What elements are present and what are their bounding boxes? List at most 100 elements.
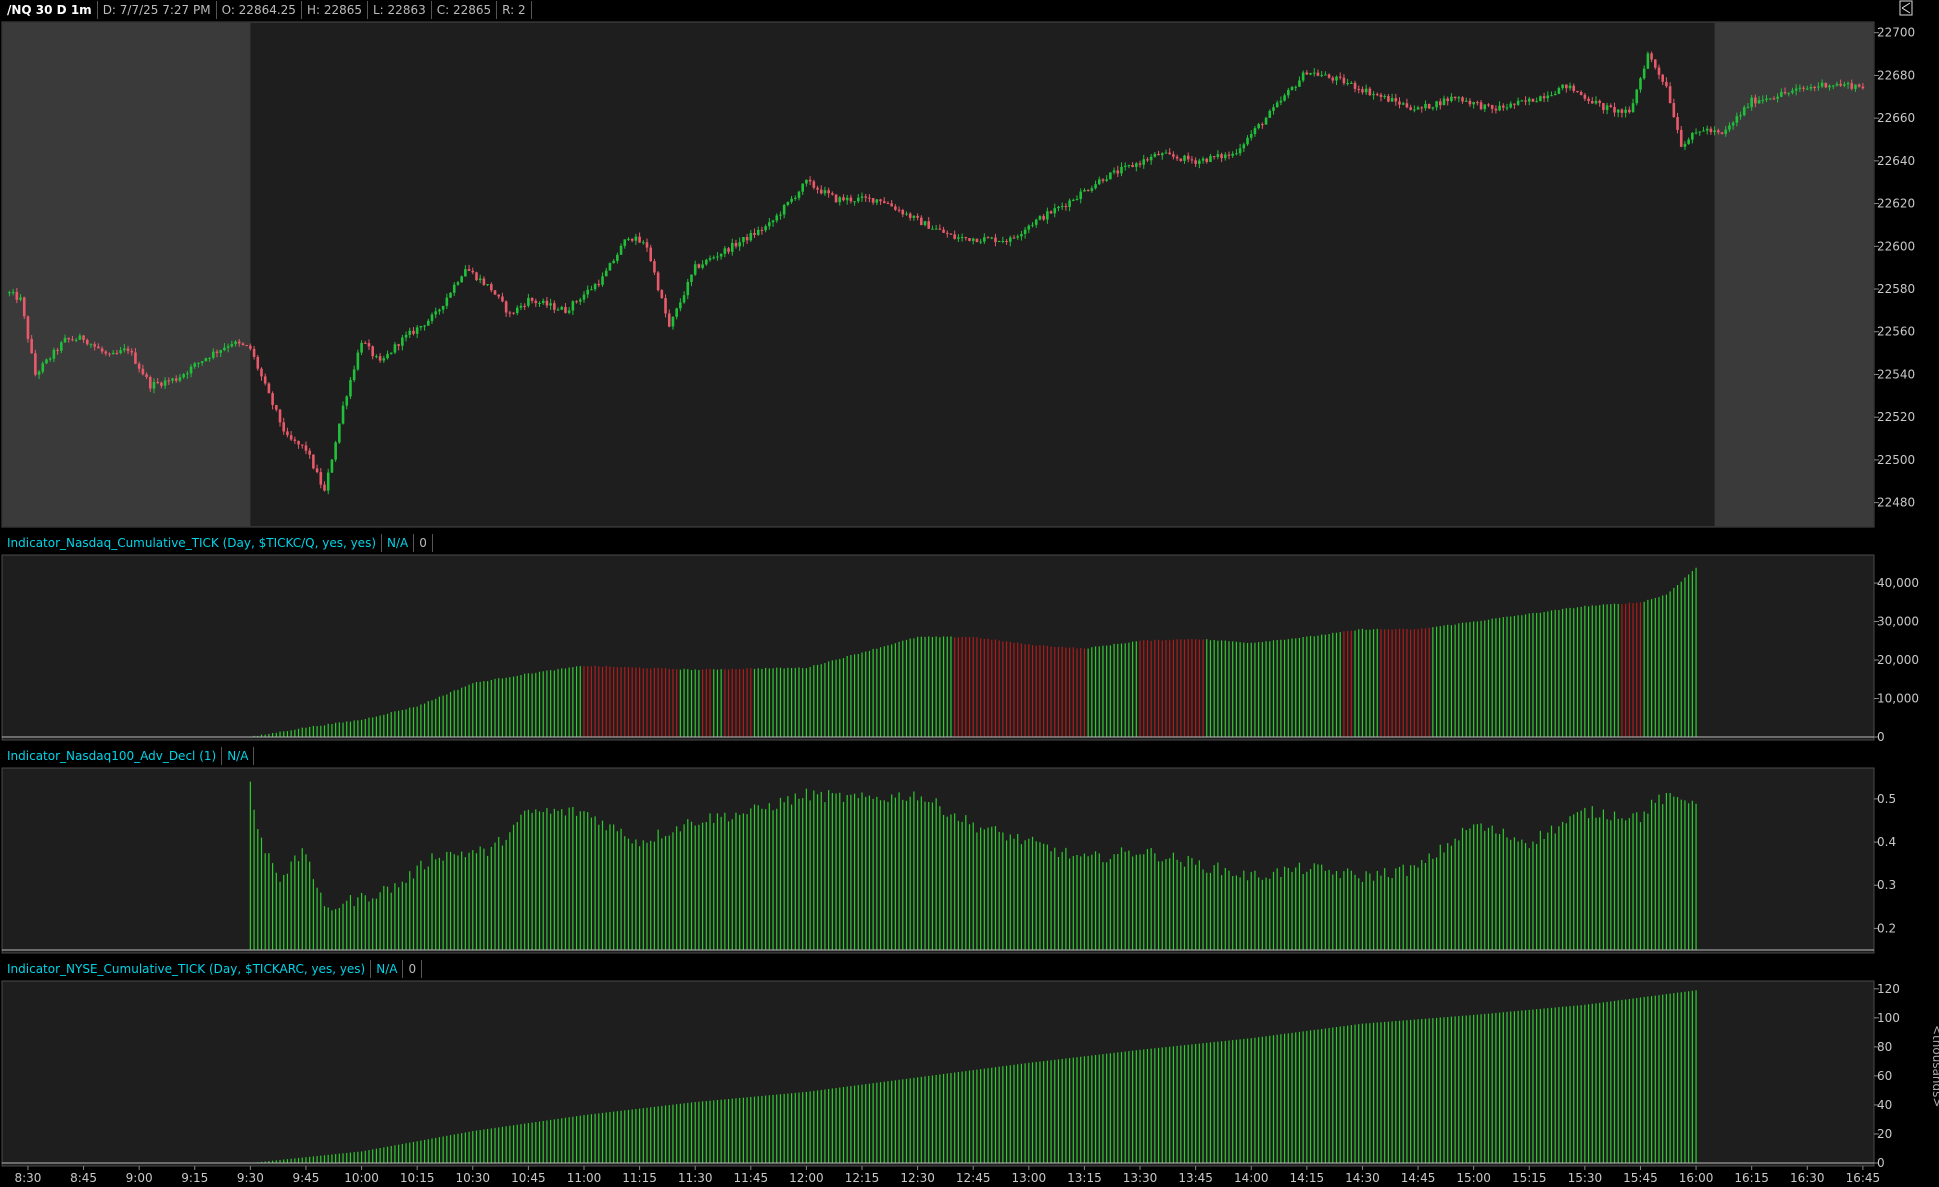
candle-body	[1424, 103, 1427, 109]
candle-body	[1398, 101, 1401, 105]
candle-body	[278, 409, 282, 423]
high-value: H: 22865	[302, 1, 368, 19]
candle-body	[1613, 106, 1616, 113]
candle-body	[868, 197, 871, 199]
candle-body	[701, 264, 704, 268]
x-tick-label: 11:45	[734, 1171, 769, 1185]
candle-body	[249, 345, 252, 349]
candle-body	[34, 353, 37, 375]
candle-body	[1720, 132, 1724, 134]
candle-body	[593, 284, 597, 290]
symbol-header: /NQ 30 D 1m D: 7/7/25 7:27 PM O: 22864.2…	[2, 0, 532, 20]
candle-body	[1802, 87, 1805, 89]
candle-body	[501, 296, 504, 302]
candle-body	[1420, 107, 1424, 109]
candle-body	[1316, 72, 1320, 76]
nasdaq-cum-tick-value: N/A	[382, 534, 415, 552]
candle-body	[438, 309, 441, 312]
candle-body	[849, 197, 853, 202]
candle-body	[360, 342, 363, 353]
candle-body	[627, 238, 630, 240]
candle-body	[478, 278, 482, 281]
candle-body	[1261, 124, 1264, 126]
open-value: O: 22864.25	[217, 1, 302, 19]
expand-icon[interactable]	[1899, 0, 1915, 18]
candle-body	[178, 377, 182, 381]
candle-body	[1657, 67, 1661, 75]
candle-body	[386, 353, 389, 359]
candle-body	[263, 376, 267, 384]
candle-body	[245, 345, 248, 347]
candle-body	[1075, 199, 1079, 201]
candle-body	[1194, 160, 1197, 164]
candle-body	[1713, 130, 1716, 133]
candle-body	[805, 179, 808, 184]
candle-body	[771, 220, 775, 223]
candle-body	[1731, 122, 1735, 126]
candle-body	[871, 198, 875, 203]
nyse-cum-tick-value: N/A	[371, 960, 404, 978]
candle-body	[430, 314, 434, 321]
candle-body	[467, 269, 471, 271]
candle-body	[163, 380, 167, 386]
candle-body	[137, 363, 141, 369]
candle-body	[482, 278, 486, 285]
candle-body	[1739, 115, 1742, 117]
candle-body	[719, 253, 723, 257]
candle-body	[827, 190, 830, 194]
nasdaq-cum-tick-label[interactable]: Indicator_Nasdaq_Cumulative_TICK (Day, $…	[2, 534, 382, 552]
bar-date: D: 7/7/25 7:27 PM	[98, 1, 217, 19]
candle-body	[449, 292, 452, 298]
candle-body	[1298, 80, 1301, 87]
candle-body	[645, 242, 649, 248]
candle-body	[1776, 96, 1779, 99]
y-tick-label: 120	[1877, 982, 1900, 996]
candle-body	[1049, 211, 1053, 214]
candle-body	[345, 396, 349, 406]
candle-body	[1294, 86, 1298, 88]
x-tick-label: 10:15	[400, 1171, 435, 1185]
candle-body	[697, 264, 701, 268]
candle-body	[671, 316, 675, 327]
candle-body	[1038, 216, 1042, 220]
candle-body	[1012, 237, 1016, 239]
low-value: L: 22863	[368, 1, 432, 19]
candle-body	[215, 351, 219, 353]
candle-body	[1746, 107, 1750, 109]
nasdaq-cum-tick-extra: 0	[414, 534, 433, 552]
candle-body	[601, 276, 604, 285]
postmarket-shading	[1714, 23, 1873, 526]
x-tick-label: 16:15	[1734, 1171, 1769, 1185]
candle-body	[901, 209, 905, 215]
x-tick-label: 13:15	[1067, 1171, 1102, 1185]
candle-body	[1379, 94, 1383, 97]
candle-body	[1483, 104, 1487, 110]
candle-body	[515, 307, 519, 314]
symbol-label[interactable]: /NQ 30 D 1m	[2, 1, 98, 19]
candle-body	[608, 263, 612, 271]
x-tick-label: 11:15	[622, 1171, 657, 1185]
adv-decl-value: N/A	[222, 747, 255, 765]
nyse-cum-tick-label[interactable]: Indicator_NYSE_Cumulative_TICK (Day, $TI…	[2, 960, 372, 978]
candle-body	[616, 254, 619, 261]
candle-body	[456, 282, 460, 285]
nyse-cum-tick-extra: 0	[403, 960, 423, 978]
candle-body	[78, 335, 82, 340]
candle-body	[182, 374, 185, 378]
candle-body	[1846, 83, 1850, 85]
y-tick-label: 40,000	[1877, 576, 1919, 590]
candle-body	[1083, 189, 1086, 192]
candle-body	[1572, 85, 1576, 91]
candle-body	[612, 260, 615, 264]
candle-body	[875, 199, 879, 203]
candle-body	[664, 298, 667, 314]
candle-body	[1679, 129, 1683, 147]
candle-body	[389, 352, 393, 354]
candle-body	[1646, 53, 1650, 69]
adv-decl-label[interactable]: Indicator_Nasdaq100_Adv_Decl (1)	[2, 747, 223, 765]
candle-body	[1768, 98, 1772, 100]
candle-body	[230, 344, 234, 347]
candle-body	[289, 435, 293, 440]
y-tick-label: 20,000	[1877, 653, 1919, 667]
